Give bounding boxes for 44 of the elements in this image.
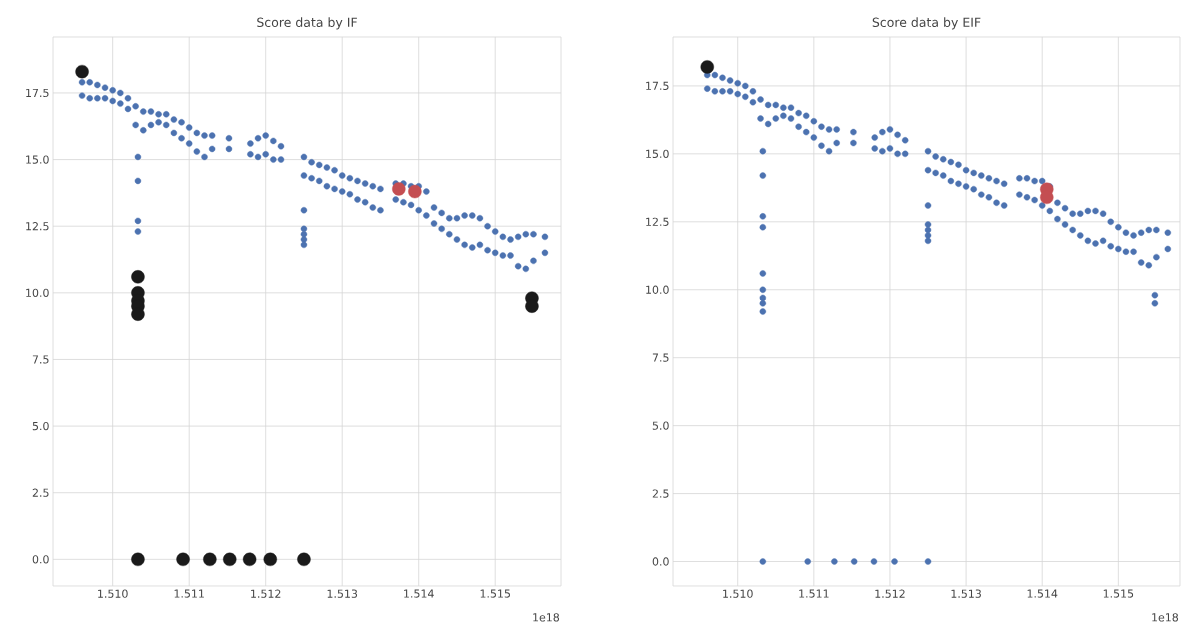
point	[223, 552, 237, 567]
y-tick-label: 0.0	[652, 557, 669, 566]
x-tick-label: 1.512	[875, 589, 905, 598]
x-tick-label: 1.515	[1103, 589, 1134, 598]
point	[242, 552, 257, 567]
point	[203, 552, 217, 567]
point	[176, 552, 190, 567]
y-tick-label: 17.5	[26, 88, 49, 98]
point	[263, 552, 277, 567]
text: 1e18	[533, 613, 560, 622]
text: 1e18	[1152, 613, 1179, 622]
point	[131, 270, 145, 284]
y-tick-label: 5.0	[32, 421, 49, 431]
y-tick-label: 15.0	[646, 149, 669, 159]
y-tick-label: 17.5	[646, 81, 669, 90]
y-tick-label: 12.5	[646, 217, 669, 226]
chart-title: Score data by EIF	[872, 17, 981, 30]
y-tick-label: 5.0	[652, 421, 669, 430]
point	[408, 184, 422, 199]
x-tick-label: 1.512	[251, 589, 281, 598]
point	[392, 182, 406, 196]
y-tick-label: 10.0	[646, 285, 669, 294]
y-tick-label: 7.5	[32, 355, 49, 364]
x-tick-label: 1.515	[480, 589, 510, 598]
y-tick-label: 12.5	[26, 222, 49, 231]
point	[297, 552, 311, 567]
y-tick-label: 2.5	[32, 488, 49, 497]
y-tick-label: 15.0	[26, 155, 49, 164]
y-tick-label: 7.5	[652, 353, 669, 362]
y-tick-label: 0.0	[32, 555, 49, 564]
x-tick-label: 1.511	[799, 589, 829, 598]
y-tick-label: 10.0	[26, 288, 49, 297]
x-tick-label: 1.514	[404, 589, 434, 598]
x-tick-label: 1.510	[98, 589, 128, 598]
x-tick-label: 1.513	[327, 589, 358, 598]
x-tick-label: 1.510	[723, 589, 753, 598]
point	[131, 552, 145, 567]
x-tick-label: 1.514	[1027, 589, 1058, 598]
y-tick-label: 2.5	[652, 489, 669, 498]
chart-title: Score data by IF	[257, 17, 357, 30]
x-tick-label: 1.511	[174, 589, 204, 598]
point	[75, 64, 89, 79]
point	[700, 60, 714, 74]
x-tick-label: 1.513	[951, 589, 981, 598]
